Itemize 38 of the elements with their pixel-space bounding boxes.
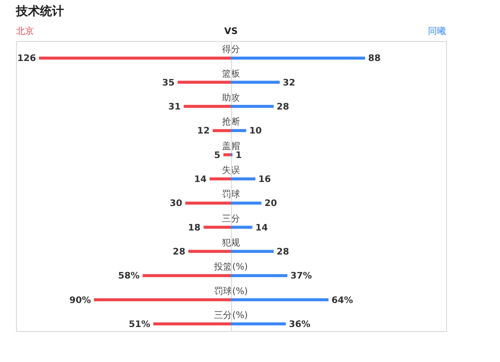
y-tick-label: 三分	[222, 213, 240, 224]
y-tick-label: 三分(%)	[214, 310, 248, 321]
data-label: 14	[194, 174, 207, 185]
y-tick-label: 罚球(%)	[214, 286, 248, 297]
data-label: 5	[214, 150, 220, 161]
y-tick-label: 得分	[222, 44, 240, 56]
data-label: 35	[162, 78, 175, 88]
data-label: 88	[368, 54, 381, 64]
data-label: 30	[170, 199, 182, 210]
text: VS	[224, 27, 238, 37]
data-label: 37%	[290, 272, 312, 282]
data-label: 28	[276, 247, 290, 258]
data-label: 58%	[118, 272, 140, 282]
y-tick-label: 失误	[222, 164, 240, 176]
data-label: 90%	[69, 296, 91, 306]
text: 同曦	[428, 26, 446, 37]
y-tick-label: 助攻	[222, 92, 240, 104]
y-tick-label: 罚球	[222, 189, 240, 200]
data-label: 28	[172, 247, 186, 258]
data-label: 18	[188, 223, 201, 234]
data-label: 32	[282, 78, 296, 88]
data-label: 31	[168, 102, 181, 112]
y-tick-label: 投篮(%)	[213, 262, 248, 273]
data-label: 126	[17, 54, 36, 64]
data-label: 28	[276, 102, 290, 112]
data-label: 36%	[288, 320, 310, 330]
text: 北京	[16, 26, 34, 37]
data-label: 64%	[332, 296, 354, 306]
chart-title: 技术统计	[15, 4, 64, 18]
y-tick-label: 篮板	[222, 68, 240, 80]
data-label: 1	[236, 150, 242, 161]
data-label: 16	[258, 174, 271, 185]
data-label: 51%	[128, 320, 150, 330]
data-label: 20	[264, 199, 277, 210]
y-tick-label: 犯规	[222, 237, 240, 248]
data-label: 14	[255, 223, 268, 234]
data-label: 12	[197, 126, 210, 137]
data-label: 10	[249, 126, 262, 137]
